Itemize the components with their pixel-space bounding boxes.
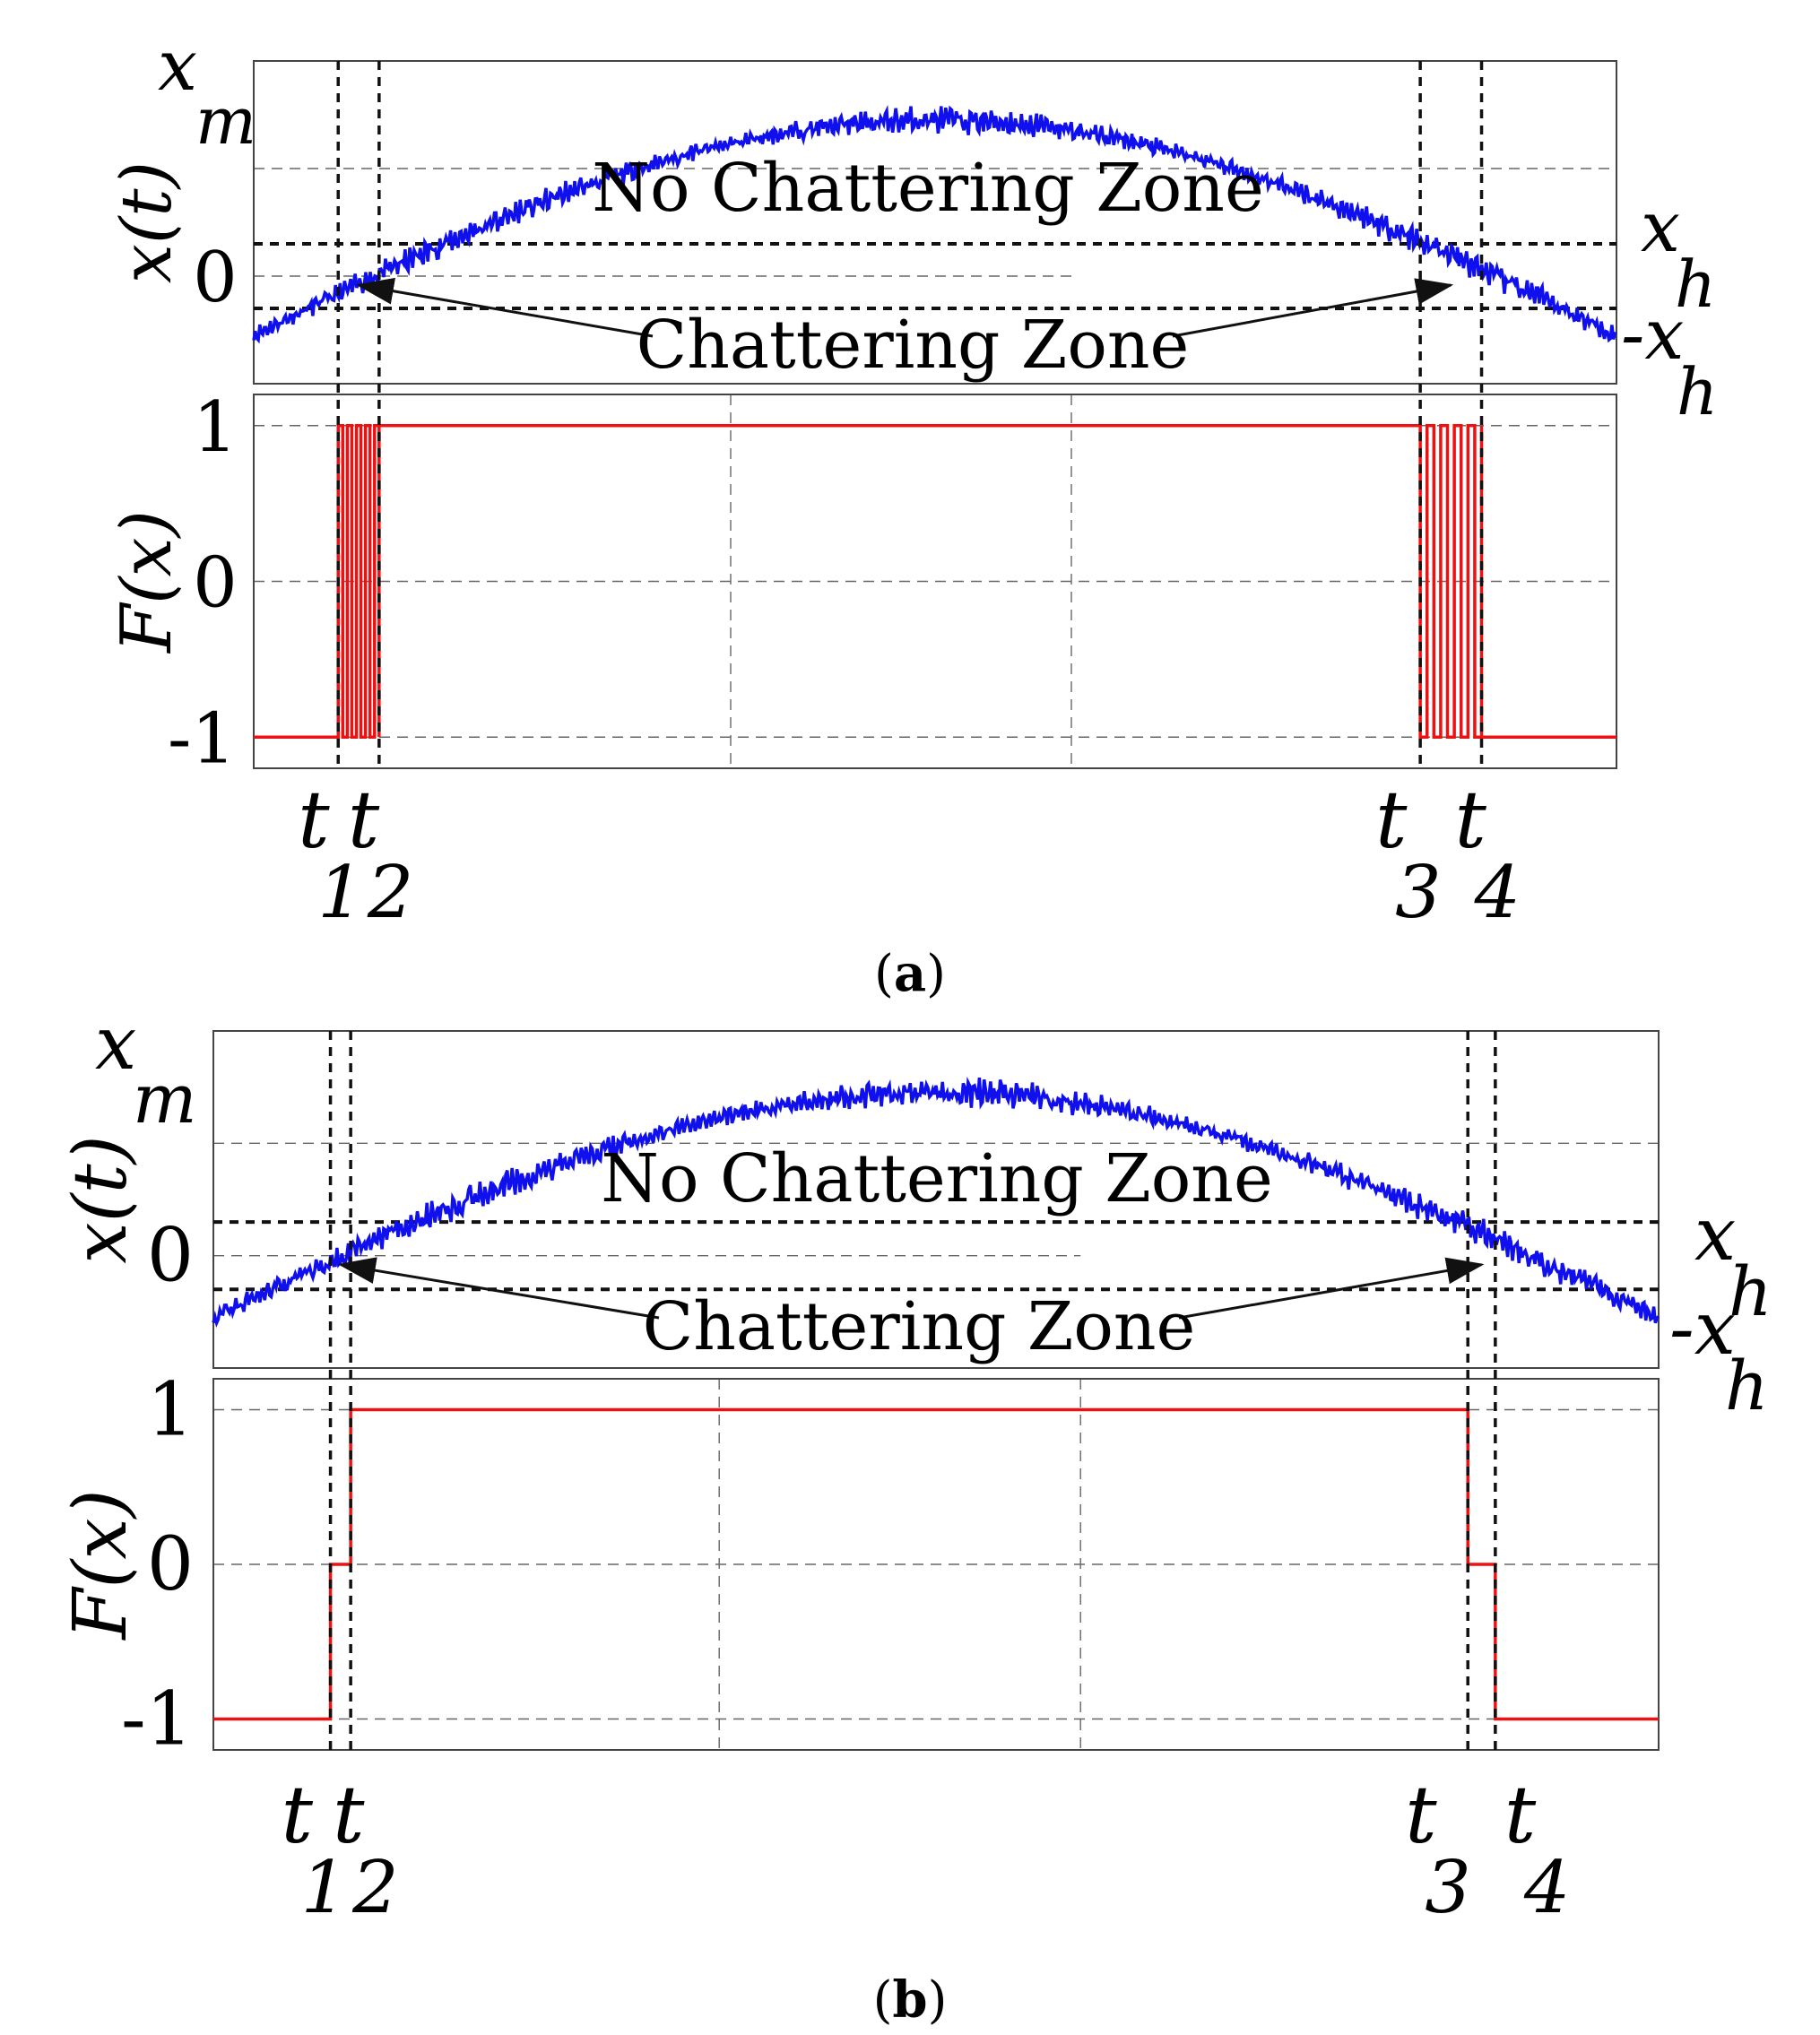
panel-b-caption-close: ) — [928, 1971, 948, 2030]
panel-b-caption: (b) — [873, 1970, 948, 2030]
panel-b-annotation-no-chattering: No Chattering Zone — [601, 1140, 1273, 1217]
panel-a-tick-bottom-2: -1 — [168, 698, 236, 779]
panel-b-label-t1-base: t — [282, 1769, 314, 1861]
panel-b-switching-line — [213, 1407, 1659, 1721]
panel-a-caption-open: ( — [874, 945, 894, 1003]
panel-b-signal-line — [212, 1076, 1660, 1329]
panel-b-tick-top-zero: 0 — [147, 1214, 194, 1299]
panel-b-label-t4: t4 — [1504, 1769, 1571, 1930]
panel-b-label-xm-base: x — [95, 1001, 136, 1087]
panel-b-label-xm-sub: m — [133, 1060, 197, 1139]
panel-b-label-neg-xh-base: -x — [1669, 1286, 1736, 1372]
panel-a-label-neg-xh-base: -x — [1621, 295, 1684, 376]
panel-a-tick-top-zero: 0 — [193, 238, 238, 318]
panel-a-arrow-right — [1172, 278, 1454, 338]
panel-b-label-t2-base: t — [333, 1769, 365, 1861]
panel-a-label-xh: xh — [1641, 187, 1716, 322]
panel-b-label-t1-sub: 1 — [301, 1846, 348, 1930]
panel-a-signal-line — [252, 104, 1617, 344]
panel-b-annotation-chattering: Chattering Zone — [643, 1288, 1196, 1365]
panel-a-label-t1-sub: 1 — [317, 851, 364, 935]
panel-b-label-t3-base: t — [1405, 1769, 1437, 1861]
panel-a-annotation-chattering: Chattering Zone — [637, 307, 1190, 384]
panel-b-arrow-right — [1178, 1257, 1485, 1320]
panel-b-label-xh: xh — [1694, 1192, 1772, 1331]
panel-a-bottom-frame — [253, 394, 1617, 769]
panel-b-label-t3-sub: 3 — [1425, 1846, 1471, 1930]
panel-b-tick-bottom-1: 0 — [147, 1522, 194, 1607]
panel-a-label-t3-base: t — [1375, 774, 1408, 866]
panel-b-label-t4-base: t — [1504, 1769, 1537, 1861]
panel-a-ylabel-top: x(t) — [107, 161, 187, 283]
panel-a-label-t4: t4 — [1455, 774, 1521, 935]
panel-a-label-xh-base: x — [1641, 187, 1680, 268]
panel-a-tick-bottom-1: 0 — [193, 543, 238, 624]
panel-b-label-t3: t3 — [1405, 1769, 1471, 1930]
panel-b-ylabel-top: x(t) — [58, 1135, 143, 1263]
panel-a-label-xm: xm — [158, 26, 256, 159]
panel-a-label-xm-sub: m — [195, 83, 256, 159]
panel-a-top-frame — [253, 60, 1617, 385]
panel-a-arrow-left — [356, 277, 654, 338]
panel-b-caption-open: ( — [873, 1971, 893, 2030]
panel-b-tick-bottom-0: 1 — [147, 1368, 194, 1453]
panel-a-tick-bottom-0: 1 — [193, 387, 238, 468]
panel-b-label-t2: t2 — [333, 1769, 399, 1930]
panel-a-label-t2-sub: 2 — [367, 851, 414, 935]
panel-b-arrow-left — [337, 1257, 660, 1320]
panel-b-tick-bottom-2: -1 — [121, 1677, 193, 1762]
panel-a-caption-label: a — [894, 944, 926, 1003]
panel-a-label-xm-base: x — [158, 26, 197, 107]
panel-a-label-neg-xh: -xh — [1621, 295, 1718, 429]
panel-a-label-t1: t1 — [298, 774, 364, 935]
panel-a-label-t2: t2 — [348, 774, 414, 935]
panel-a-ylabel-bottom: F(x) — [107, 510, 187, 654]
panel-b-label-xh-sub: h — [1729, 1252, 1772, 1331]
panel-a-label-t3-sub: 3 — [1395, 851, 1442, 935]
panel-b-label-neg-xh-sub: h — [1725, 1347, 1769, 1425]
panel-a-label-xh-sub: h — [1675, 247, 1716, 322]
panel-b-label-t4-sub: 4 — [1523, 1846, 1571, 1930]
panel-a-label-neg-xh-sub: h — [1677, 354, 1718, 429]
panel-a-label-t4-base: t — [1455, 774, 1487, 866]
panel-b-label-t1: t1 — [282, 1769, 348, 1930]
panel-b-label-neg-xh: -xh — [1669, 1286, 1769, 1425]
panel-b-bottom-frame — [212, 1378, 1660, 1751]
panel-b-top-frame — [212, 1030, 1660, 1369]
panel-a-caption: (a) — [874, 944, 946, 1003]
panel-b-caption-label: b — [892, 1970, 927, 2030]
panel-a-annotation-no-chattering: No Chattering Zone — [592, 150, 1264, 227]
panel-a-label-t4-sub: 4 — [1474, 851, 1521, 935]
panel-b-ylabel-bottom: F(x) — [58, 1489, 143, 1641]
panel-a-label-t3: t3 — [1375, 774, 1442, 935]
panel-a-switching-line — [254, 424, 1616, 739]
panel-b-label-xh-base: x — [1694, 1192, 1736, 1277]
panel-b-label-xm: xm — [95, 1001, 197, 1139]
panel-a-caption-close: ) — [926, 945, 946, 1003]
panel-a-label-t2-base: t — [348, 774, 380, 866]
panel-b-label-t2-sub: 2 — [351, 1846, 399, 1930]
panel-a-label-t1-base: t — [298, 774, 330, 866]
